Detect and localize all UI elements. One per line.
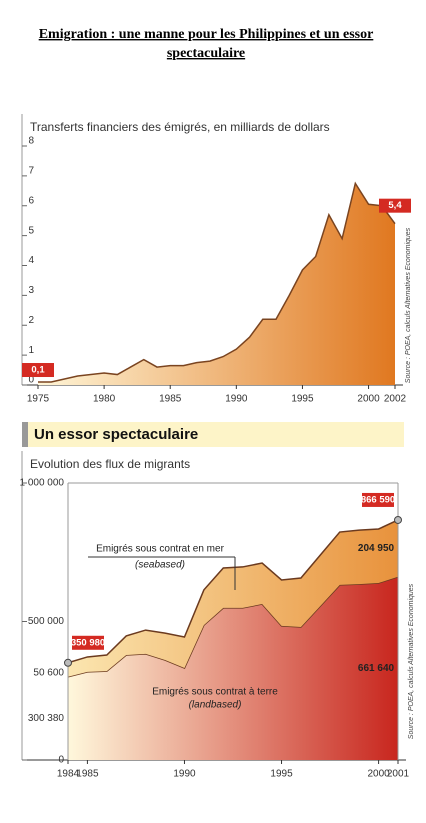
value-label: 5,4: [388, 200, 402, 211]
y-tick-label: 2: [28, 315, 34, 326]
source: Source : POEA, calculs Alternatives Econ…: [405, 227, 412, 383]
area-outline: [38, 181, 396, 383]
value-label: 0,1: [31, 365, 45, 376]
total-marker: [394, 515, 402, 524]
value-label-bg: [379, 198, 411, 213]
value-label-bg: [22, 363, 54, 378]
y-tick-label: 7: [28, 166, 34, 177]
area: [68, 576, 398, 760]
banner-bar: [22, 422, 28, 447]
area: [68, 519, 398, 677]
x-tick-label: 1985: [76, 769, 99, 780]
y-tick-label: 5: [28, 225, 34, 236]
value-label: 300 380: [28, 713, 65, 724]
x-tick-label: 1985: [159, 394, 182, 405]
value-label-bg: [72, 635, 104, 650]
y-tick-label: 4: [28, 255, 34, 266]
y-tick-label: 6: [28, 195, 34, 206]
area: [38, 183, 395, 385]
x-tick-label: 2001: [387, 769, 410, 780]
banner: Un essor spectaculaire: [34, 426, 198, 443]
x-tick-label: 2002: [384, 394, 407, 405]
x-tick-label: 2000: [367, 769, 390, 780]
x-tick-label: 1990: [225, 394, 248, 405]
series-note: (landbased): [189, 700, 242, 711]
area-outline: [67, 519, 399, 664]
page-title: Emigration : une manne pour les Philippi…: [39, 27, 374, 61]
total-marker: [64, 658, 72, 667]
chart-title: Evolution des flux de migrants: [30, 457, 190, 471]
chart-title: Transferts financiers des émigrés, en mi…: [30, 120, 330, 134]
series-name: Emigrés sous contrat en mer: [96, 544, 224, 555]
y-tick-label: 0: [28, 375, 34, 386]
x-tick-label: 1980: [93, 394, 116, 405]
banner-bg: [22, 422, 404, 447]
x-tick-label: 1995: [270, 769, 293, 780]
y-tick-label: 8: [28, 136, 34, 147]
value-label: 661 640: [358, 663, 395, 674]
y-tick-label: 3: [28, 285, 34, 296]
y-tick-label: 0: [58, 755, 64, 766]
value-label: 204 950: [358, 543, 395, 554]
y-tick-label: 1: [28, 345, 34, 356]
x-tick-label: 1975: [27, 394, 50, 405]
series-name: Emigrés sous contrat à terre: [152, 687, 278, 698]
value-label: 350 980: [71, 637, 105, 648]
x-tick-label: 2000: [357, 394, 380, 405]
value-label: 866 590: [361, 494, 395, 505]
value-label-bg: [362, 492, 394, 507]
y-tick-label: 500 000: [28, 616, 65, 627]
x-tick-label: 1990: [173, 769, 196, 780]
x-tick-label: 1984: [57, 769, 80, 780]
value-label: 50 600: [33, 667, 64, 678]
x-tick-label: 1995: [291, 394, 314, 405]
y-tick-label: 1 000 000: [20, 478, 65, 489]
series-note: (seabased): [135, 560, 185, 571]
source: Source : POEA, calculs Alternatives Econ…: [408, 583, 415, 739]
